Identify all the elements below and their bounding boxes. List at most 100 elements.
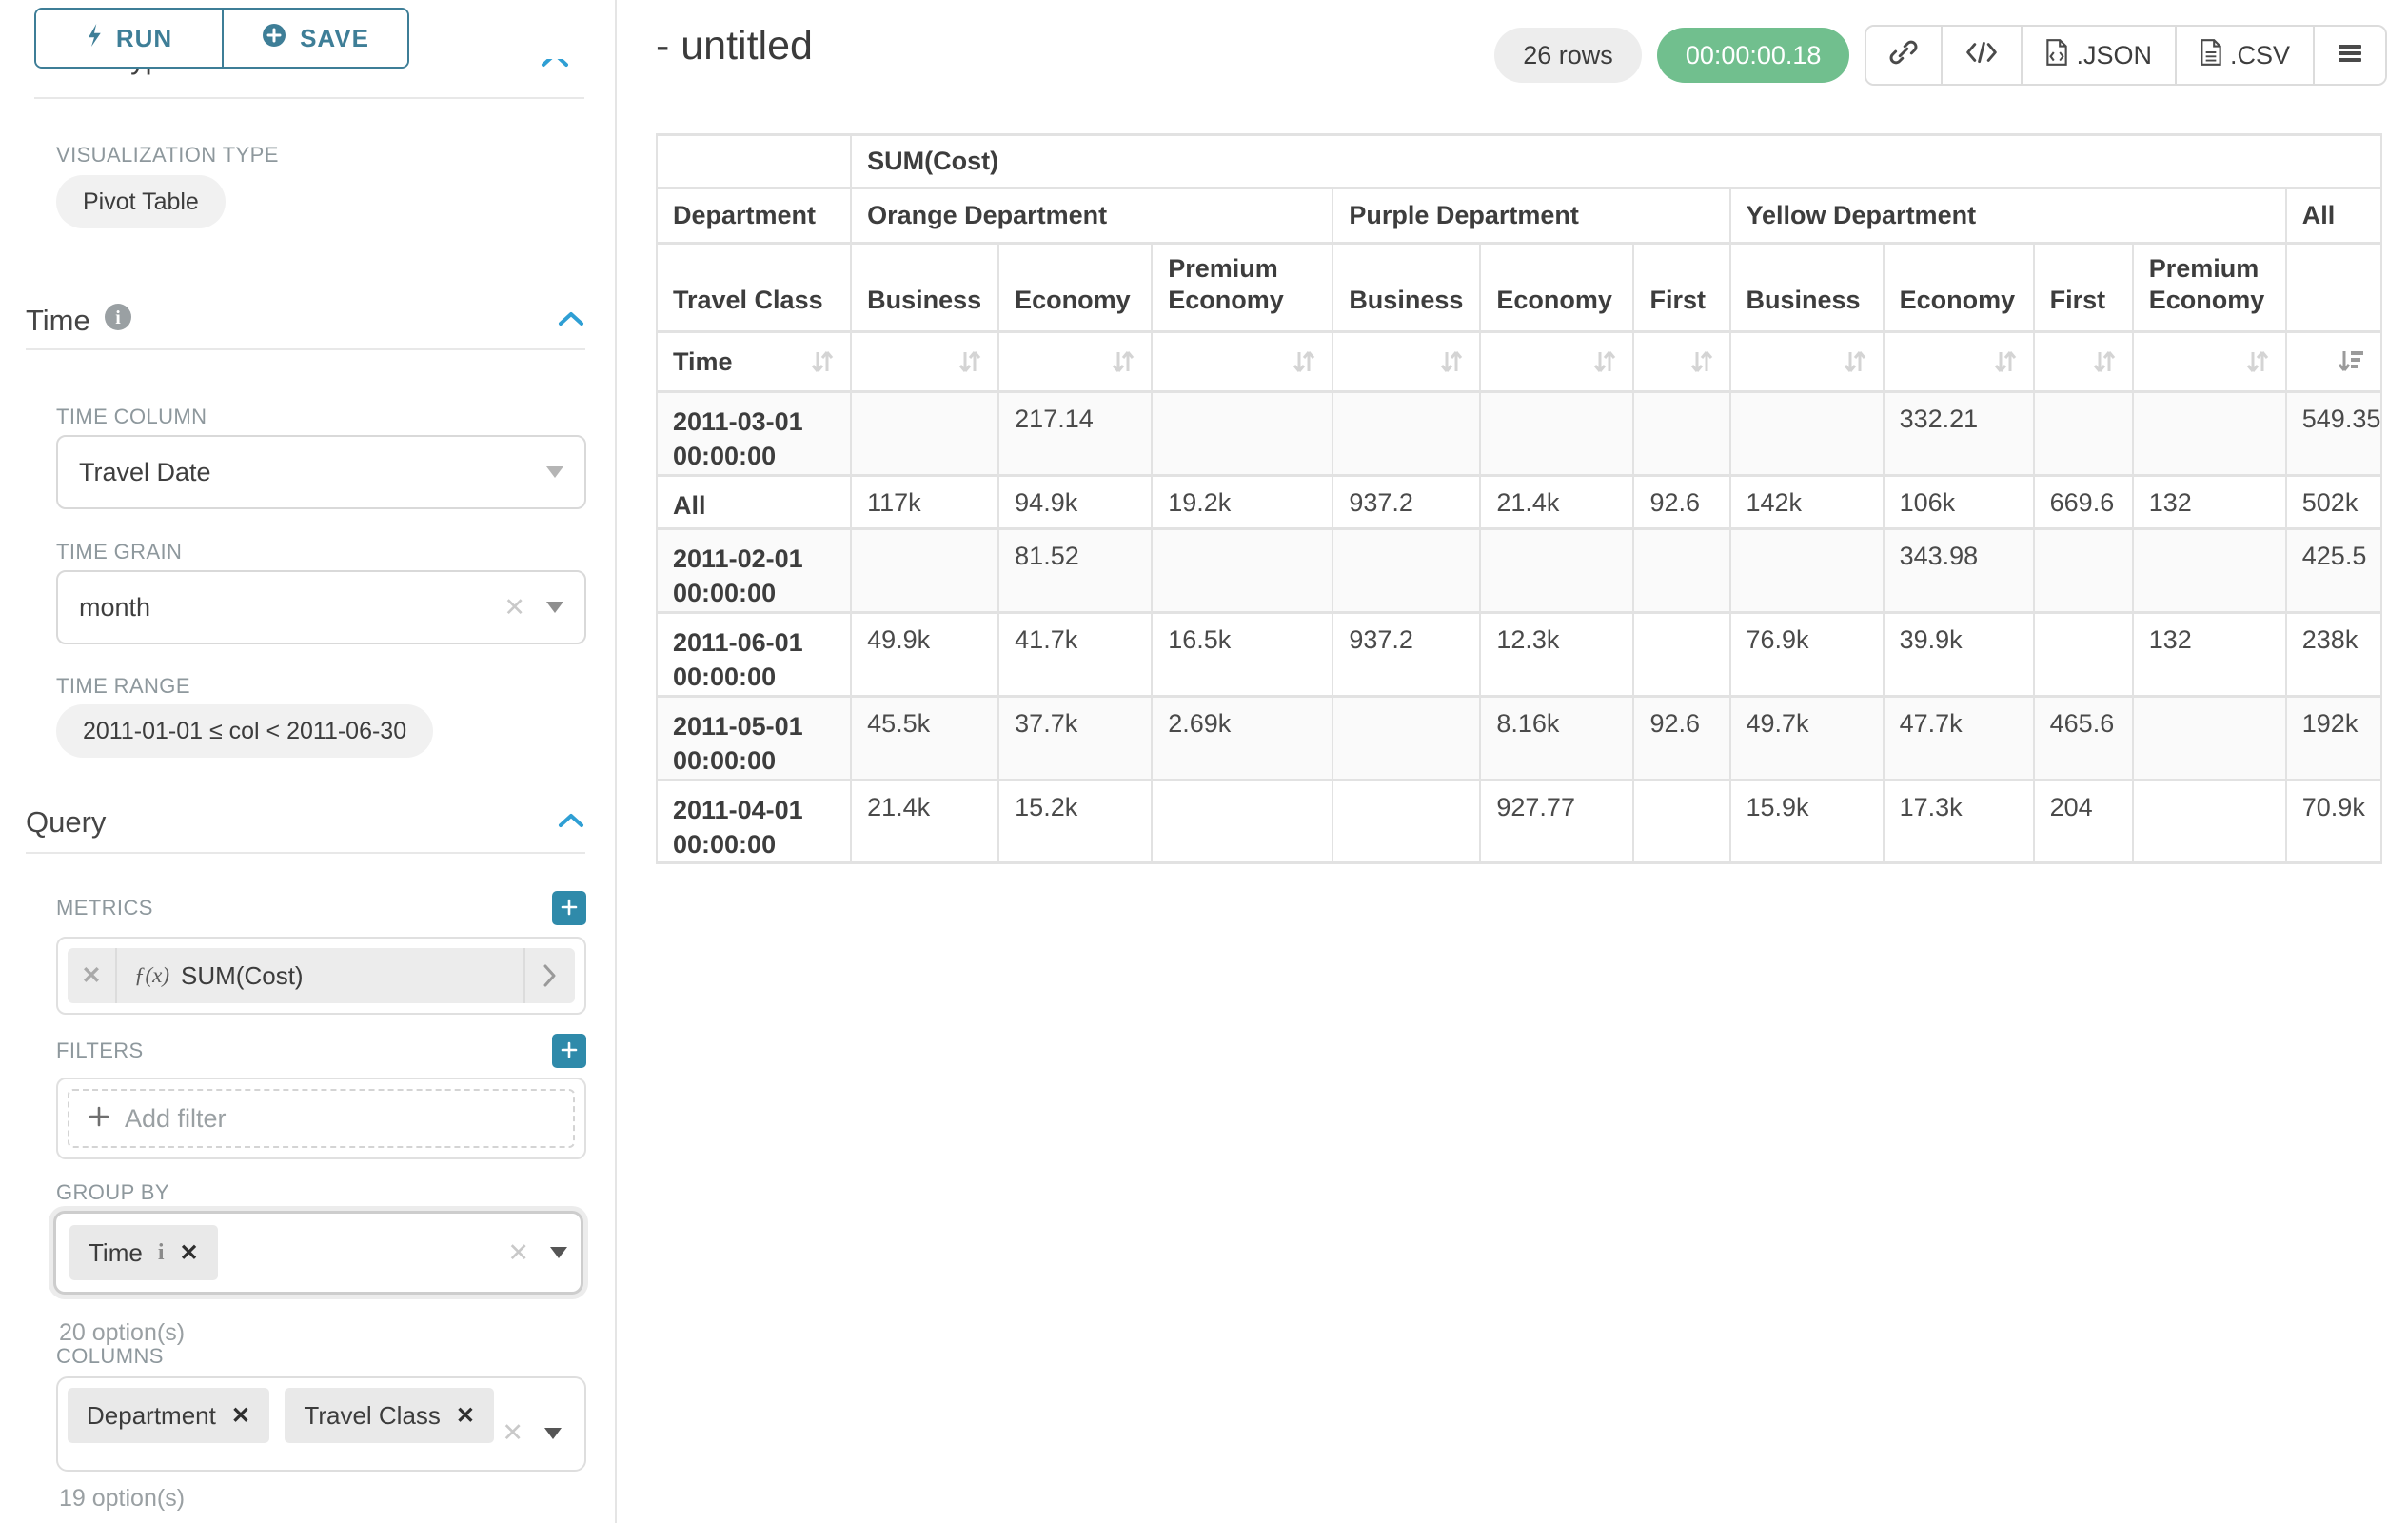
cell: 81.52 xyxy=(998,528,1152,612)
cell: 425.5 xyxy=(2286,528,2381,612)
columns-options-count: 19 option(s) xyxy=(59,1485,185,1513)
column-header: Business xyxy=(851,244,998,332)
chevron-right-icon[interactable] xyxy=(523,948,575,1003)
sort-desc-icon[interactable] xyxy=(2337,347,2365,376)
view-query-button[interactable] xyxy=(1941,27,2021,84)
metric-pill[interactable]: ✕ ƒ(x) SUM(Cost) xyxy=(68,948,575,1003)
cell xyxy=(1332,392,1480,476)
caret-down-icon[interactable] xyxy=(544,1428,562,1439)
cell: 669.6 xyxy=(2034,475,2133,528)
cell: 549.35 xyxy=(2286,392,2381,476)
sort-icon[interactable] xyxy=(1111,347,1135,376)
time-column-select[interactable]: Travel Date xyxy=(56,435,586,509)
cell xyxy=(1332,780,1480,863)
query-timer-badge: 00:00:00.18 xyxy=(1657,28,1850,83)
caret-down-icon[interactable] xyxy=(550,1247,567,1258)
sort-icon[interactable] xyxy=(957,347,982,376)
cell: 332.21 xyxy=(1884,392,2034,476)
row-label: 2011-06-01 00:00:00 xyxy=(657,612,851,696)
chevron-up-icon[interactable] xyxy=(557,310,585,332)
cell: 192k xyxy=(2286,696,2381,780)
time-sort-cell[interactable]: Time xyxy=(657,332,851,392)
sort-icon[interactable] xyxy=(1993,347,2018,376)
close-icon[interactable]: ✕ xyxy=(507,1238,529,1268)
cell: 47.7k xyxy=(1884,696,2034,780)
columns-select[interactable]: Department ✕ Travel Class ✕ ✕ xyxy=(56,1376,586,1472)
cell xyxy=(1332,528,1480,612)
chart-title[interactable]: - untitled xyxy=(656,23,813,69)
cell: 16.5k xyxy=(1152,612,1332,696)
cell xyxy=(1633,612,1729,696)
add-filter-plus-button[interactable] xyxy=(552,1034,586,1068)
export-csv-button[interactable]: .CSV xyxy=(2175,27,2313,84)
caret-down-icon xyxy=(546,466,563,478)
function-icon: ƒ(x) xyxy=(134,963,169,988)
cell: 502k xyxy=(2286,475,2381,528)
export-json-button[interactable]: .JSON xyxy=(2021,27,2175,84)
sort-cell[interactable] xyxy=(1884,332,2034,392)
cell: 70.9k xyxy=(2286,780,2381,863)
sort-icon[interactable] xyxy=(810,347,835,376)
add-metric-button[interactable] xyxy=(552,891,586,925)
sort-cell[interactable] xyxy=(1730,332,1884,392)
run-button[interactable]: RUN xyxy=(36,10,222,67)
chevron-up-icon[interactable] xyxy=(557,812,585,834)
sort-cell[interactable] xyxy=(1633,332,1729,392)
menu-button[interactable] xyxy=(2313,27,2385,84)
group-by-tag-time[interactable]: Time i ✕ xyxy=(69,1225,218,1280)
sort-icon[interactable] xyxy=(1592,347,1617,376)
add-filter-dropzone[interactable]: Add filter xyxy=(68,1089,575,1148)
cell: 15.9k xyxy=(1730,780,1884,863)
close-icon[interactable]: ✕ xyxy=(231,1402,250,1430)
close-icon[interactable]: ✕ xyxy=(68,948,117,1003)
metric-name: SUM(Cost) xyxy=(181,961,304,991)
chart-type-collapse-chevron[interactable] xyxy=(539,59,584,70)
sort-cell[interactable] xyxy=(1480,332,1633,392)
cell: 465.6 xyxy=(2034,696,2133,780)
columns-tag-travel-class[interactable]: Travel Class ✕ xyxy=(285,1388,494,1443)
time-grain-select[interactable]: month ✕ xyxy=(56,570,586,644)
svg-text:i: i xyxy=(115,307,121,328)
sort-icon[interactable] xyxy=(1843,347,1867,376)
sort-cell[interactable] xyxy=(2034,332,2133,392)
sort-icon[interactable] xyxy=(1439,347,1464,376)
sort-cell[interactable] xyxy=(851,332,998,392)
info-icon[interactable]: i xyxy=(158,1240,165,1266)
sort-icon[interactable] xyxy=(2245,347,2270,376)
column-group-header: All xyxy=(2286,188,2381,244)
table-row: 2011-02-01 00:00:00 81.52 343.98 425.5 xyxy=(657,528,2381,612)
cell: 937.2 xyxy=(1332,612,1480,696)
export-button-group: .JSON .CSV xyxy=(1865,25,2387,86)
info-icon[interactable]: i xyxy=(104,303,132,339)
column-header: Business xyxy=(1332,244,1480,332)
row-label: 2011-02-01 00:00:00 xyxy=(657,528,851,612)
sort-cell-active[interactable] xyxy=(2286,332,2381,392)
sort-cell[interactable] xyxy=(998,332,1152,392)
group-by-options-count: 20 option(s) xyxy=(59,1319,185,1347)
sort-icon[interactable] xyxy=(2092,347,2117,376)
close-icon[interactable]: ✕ xyxy=(179,1239,198,1267)
visualization-type-pill[interactable]: Pivot Table xyxy=(56,175,226,228)
columns-tag-department[interactable]: Department ✕ xyxy=(68,1388,269,1443)
column-header: Economy xyxy=(1884,244,2034,332)
close-icon[interactable]: ✕ xyxy=(503,593,525,623)
sort-icon[interactable] xyxy=(1292,347,1316,376)
visualization-type-label: VISUALIZATION TYPE xyxy=(56,143,279,168)
sort-cell[interactable] xyxy=(2133,332,2286,392)
department-axis-label: Department xyxy=(657,188,851,244)
cell: 132 xyxy=(2133,612,2286,696)
sort-icon[interactable] xyxy=(1689,347,1714,376)
time-range-pill[interactable]: 2011-01-01 ≤ col < 2011-06-30 xyxy=(56,704,433,758)
group-by-select[interactable]: Time i ✕ ✕ xyxy=(53,1211,583,1295)
sort-cell[interactable] xyxy=(1152,332,1332,392)
close-icon[interactable]: ✕ xyxy=(456,1402,475,1430)
save-button[interactable]: SAVE xyxy=(222,10,407,67)
share-link-button[interactable] xyxy=(1866,27,1941,84)
table-row-all: All 117k 94.9k 19.2k 937.2 21.4k 92.6 14… xyxy=(657,475,2381,528)
sort-cell[interactable] xyxy=(1332,332,1480,392)
column-group-header: Yellow Department xyxy=(1730,188,2286,244)
cell: 217.14 xyxy=(998,392,1152,476)
column-header xyxy=(2286,244,2381,332)
cell: 927.77 xyxy=(1480,780,1633,863)
close-icon[interactable]: ✕ xyxy=(502,1418,523,1448)
